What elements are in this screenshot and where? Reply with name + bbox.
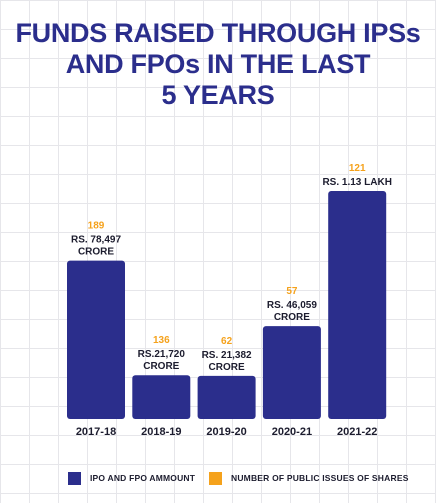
x-tick-2021-22: 2021-22: [337, 426, 377, 438]
legend-item-amount: IPO AND FPO AMMOUNT: [68, 470, 195, 486]
count-label-2019-20: 62: [221, 336, 233, 347]
legend-label-amount: IPO AND FPO AMMOUNT: [90, 473, 196, 483]
amount-label-2021-22-1: RS. 1.13 LAKH: [322, 177, 391, 188]
x-tick-2017-18: 2017-18: [76, 426, 116, 438]
bar-2019-20: [197, 375, 256, 419]
amount-label-2019-20-1: RS. 21,382: [202, 350, 252, 361]
chart-title-line-3: 5 YEARS: [161, 80, 275, 110]
amount-label-2020-21-2: CRORE: [274, 312, 310, 323]
count-label-2017-18: 189: [88, 221, 105, 232]
amount-label-2020-21-1: RS. 46,059: [267, 300, 317, 311]
chart-title: FUNDS RAISED THROUGH IPSs AND FPOs IN TH…: [0, 18, 436, 111]
legend-swatch-amount: [68, 471, 81, 485]
x-tick-2020-21: 2020-21: [272, 426, 312, 438]
bar-2021-22: [328, 191, 387, 419]
count-label-2021-22: 121: [349, 163, 366, 174]
amount-label-2018-19-2: CRORE: [143, 361, 179, 372]
amount-label-2019-20-2: CRORE: [209, 362, 245, 373]
legend: IPO AND FPO AMMOUNT NUMBER OF PUBLIC ISS…: [68, 470, 428, 486]
bar-2018-19: [132, 375, 191, 419]
legend-item-count: NUMBER OF PUBLIC ISSUES OF SHARES: [209, 470, 409, 486]
bar-2017-18: [67, 260, 125, 419]
x-tick-2019-20: 2019-20: [206, 426, 246, 438]
chart-title-line-2: AND FPOs IN THE LAST: [65, 49, 371, 79]
amount-label-2017-18-2: CRORE: [78, 247, 114, 258]
chart-title-line-1: FUNDS RAISED THROUGH IPSs: [15, 18, 421, 48]
amount-label-2018-19-1: RS.21,720: [138, 349, 186, 360]
bar-2020-21: [262, 326, 321, 419]
legend-label-count: NUMBER OF PUBLIC ISSUES OF SHARES: [231, 473, 409, 483]
x-tick-2018-19: 2018-19: [141, 426, 181, 438]
count-label-2020-21: 57: [286, 286, 298, 297]
count-label-2018-19: 136: [153, 335, 170, 346]
amount-label-2017-18-1: RS. 78,497: [71, 235, 121, 246]
legend-swatch-count: [209, 471, 222, 485]
